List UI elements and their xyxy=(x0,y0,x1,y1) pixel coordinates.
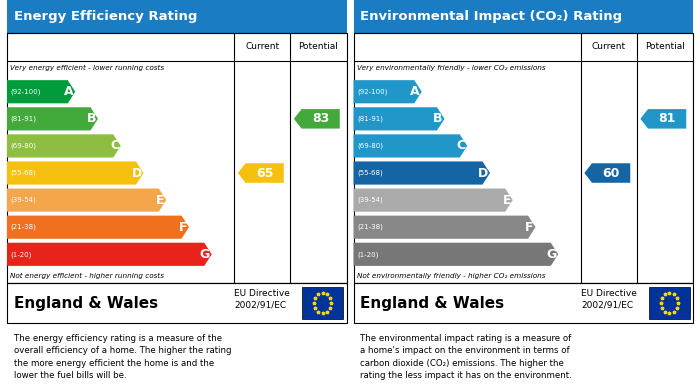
Text: D: D xyxy=(132,167,142,179)
Text: B: B xyxy=(433,112,443,126)
FancyArrow shape xyxy=(7,215,189,239)
Text: Potential: Potential xyxy=(645,42,685,52)
Polygon shape xyxy=(238,163,284,183)
Text: D: D xyxy=(478,167,489,179)
FancyArrow shape xyxy=(354,243,558,266)
Text: (69-80): (69-80) xyxy=(10,143,36,149)
Text: Energy Efficiency Rating: Energy Efficiency Rating xyxy=(14,10,197,23)
Text: (1-20): (1-20) xyxy=(357,251,378,258)
Text: C: C xyxy=(456,140,466,152)
Text: (81-91): (81-91) xyxy=(357,116,383,122)
Text: England & Wales: England & Wales xyxy=(360,296,505,310)
Bar xyxy=(649,287,689,319)
FancyArrow shape xyxy=(7,80,75,103)
Text: The environmental impact rating is a measure of
a home's impact on the environme: The environmental impact rating is a mea… xyxy=(360,334,572,380)
Text: 81: 81 xyxy=(659,112,676,126)
FancyArrow shape xyxy=(354,107,444,131)
Text: (21-38): (21-38) xyxy=(10,224,36,230)
Bar xyxy=(354,0,693,33)
Text: F: F xyxy=(178,221,188,234)
Text: F: F xyxy=(525,221,534,234)
Text: A: A xyxy=(410,85,420,98)
Text: (92-100): (92-100) xyxy=(10,88,41,95)
Text: (81-91): (81-91) xyxy=(10,116,36,122)
Text: 60: 60 xyxy=(603,167,620,179)
Text: A: A xyxy=(64,85,74,98)
Text: Not energy efficient - higher running costs: Not energy efficient - higher running co… xyxy=(10,273,164,279)
Bar xyxy=(354,33,693,283)
FancyArrow shape xyxy=(354,161,490,185)
Bar xyxy=(7,283,346,323)
FancyArrow shape xyxy=(354,215,536,239)
FancyArrow shape xyxy=(7,107,98,131)
Polygon shape xyxy=(640,109,686,129)
Text: (92-100): (92-100) xyxy=(357,88,387,95)
FancyArrow shape xyxy=(7,188,166,212)
Text: G: G xyxy=(199,248,210,261)
Bar xyxy=(7,0,346,33)
Text: G: G xyxy=(546,248,556,261)
Text: E: E xyxy=(503,194,511,206)
FancyArrow shape xyxy=(354,135,467,158)
Text: Not environmentally friendly - higher CO₂ emissions: Not environmentally friendly - higher CO… xyxy=(357,273,545,279)
Text: (1-20): (1-20) xyxy=(10,251,32,258)
Text: Potential: Potential xyxy=(299,42,338,52)
Text: (55-68): (55-68) xyxy=(10,170,36,176)
Text: C: C xyxy=(110,140,119,152)
Text: EU Directive
2002/91/EC: EU Directive 2002/91/EC xyxy=(581,289,637,310)
Text: England & Wales: England & Wales xyxy=(14,296,158,310)
Text: (69-80): (69-80) xyxy=(357,143,383,149)
Text: EU Directive
2002/91/EC: EU Directive 2002/91/EC xyxy=(234,289,290,310)
FancyArrow shape xyxy=(7,243,211,266)
FancyArrow shape xyxy=(354,80,421,103)
Text: E: E xyxy=(156,194,164,206)
Text: Very energy efficient - lower running costs: Very energy efficient - lower running co… xyxy=(10,65,164,70)
FancyArrow shape xyxy=(7,161,143,185)
Text: (21-38): (21-38) xyxy=(357,224,383,230)
Text: (55-68): (55-68) xyxy=(357,170,383,176)
Text: (39-54): (39-54) xyxy=(10,197,36,203)
Text: 65: 65 xyxy=(256,167,273,179)
Text: Current: Current xyxy=(246,42,279,52)
Text: Current: Current xyxy=(592,42,626,52)
FancyArrow shape xyxy=(7,135,120,158)
Bar xyxy=(7,33,346,283)
Text: (39-54): (39-54) xyxy=(357,197,383,203)
Text: B: B xyxy=(87,112,97,126)
Text: Very environmentally friendly - lower CO₂ emissions: Very environmentally friendly - lower CO… xyxy=(357,65,545,70)
Polygon shape xyxy=(294,109,340,129)
Bar xyxy=(354,283,693,323)
FancyArrow shape xyxy=(354,188,512,212)
Bar xyxy=(302,287,343,319)
Text: Environmental Impact (CO₂) Rating: Environmental Impact (CO₂) Rating xyxy=(360,10,622,23)
Text: 83: 83 xyxy=(312,112,329,126)
Text: The energy efficiency rating is a measure of the
overall efficiency of a home. T: The energy efficiency rating is a measur… xyxy=(14,334,231,380)
Polygon shape xyxy=(584,163,630,183)
